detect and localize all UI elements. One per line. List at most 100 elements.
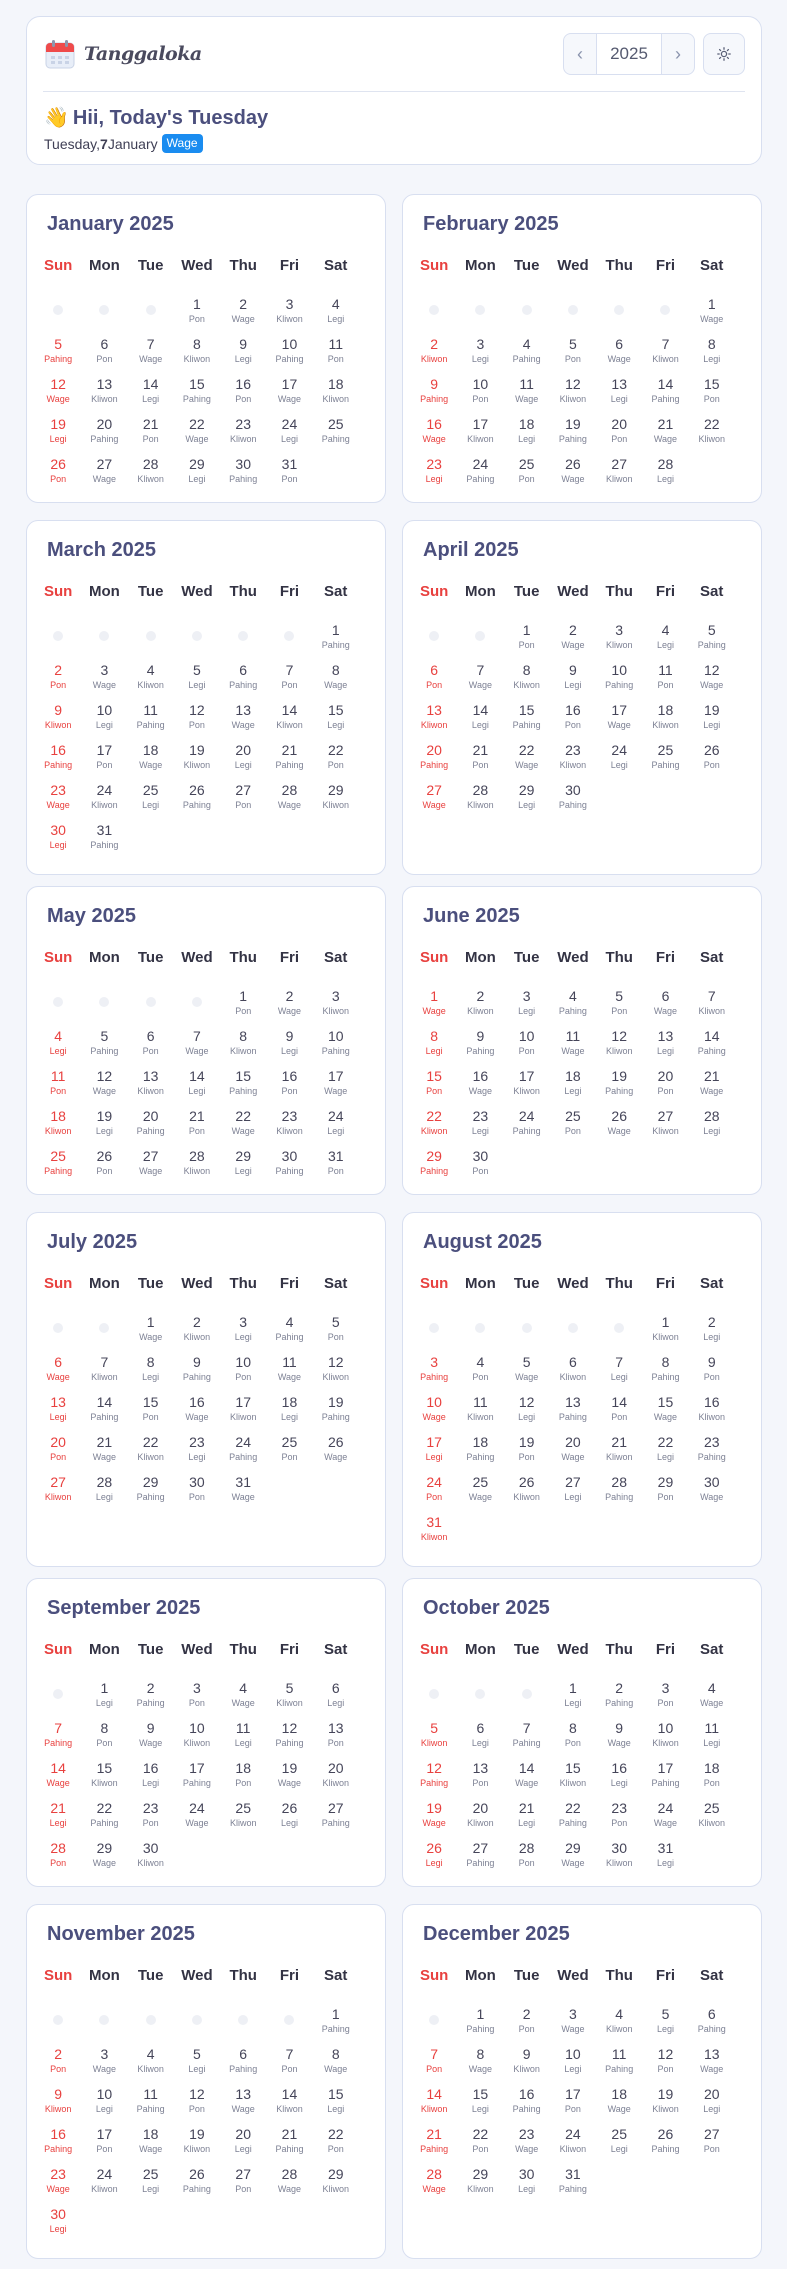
day-cell[interactable]: 18 Kliwon (35, 1107, 81, 1147)
day-cell[interactable]: 27 Kliwon (596, 455, 642, 495)
day-cell[interactable]: 14 Pon (596, 1393, 642, 1433)
day-cell[interactable]: 26 Legi (411, 1839, 457, 1879)
day-cell[interactable]: 25 Kliwon (689, 1799, 735, 1839)
day-cell[interactable]: 25 Pon (266, 1433, 312, 1473)
day-cell[interactable]: 23 Pahing (689, 1433, 735, 1473)
day-cell[interactable]: 4 Kliwon (596, 2005, 642, 2045)
day-cell[interactable]: 16 Pon (220, 375, 266, 415)
day-cell[interactable]: 8 Pon (81, 1719, 127, 1759)
day-cell[interactable]: 15 Pahing (504, 701, 550, 741)
day-cell[interactable]: 24 Pahing (220, 1433, 266, 1473)
day-cell[interactable]: 2 Pon (504, 2005, 550, 2045)
day-cell[interactable]: 13 Pahing (550, 1393, 596, 1433)
day-cell[interactable]: 29 Legi (174, 455, 220, 495)
day-cell[interactable]: 1 Pon (220, 987, 266, 1027)
day-cell[interactable]: 13 Pon (457, 1759, 503, 1799)
day-cell[interactable]: 25 Pahing (313, 415, 359, 455)
day-cell[interactable]: 4 Kliwon (128, 661, 174, 701)
day-cell[interactable]: 7 Pon (411, 2045, 457, 2085)
day-cell[interactable]: 8 Wage (313, 2045, 359, 2085)
day-cell[interactable]: 14 Legi (174, 1067, 220, 1107)
day-cell[interactable]: 14 Kliwon (266, 701, 312, 741)
day-cell[interactable]: 3 Wage (550, 2005, 596, 2045)
day-cell[interactable]: 25 Kliwon (220, 1799, 266, 1839)
day-cell[interactable]: 29 Pahing (411, 1147, 457, 1187)
day-cell[interactable]: 17 Pon (81, 2125, 127, 2165)
day-cell[interactable]: 24 Kliwon (81, 2165, 127, 2205)
day-cell[interactable]: 26 Pahing (642, 2125, 688, 2165)
day-cell[interactable]: 30 Pahing (220, 455, 266, 495)
day-cell[interactable]: 29 Kliwon (313, 781, 359, 821)
day-cell[interactable]: 26 Pon (689, 741, 735, 781)
day-cell[interactable]: 7 Pahing (35, 1719, 81, 1759)
day-cell[interactable]: 22 Pon (457, 2125, 503, 2165)
day-cell[interactable]: 21 Wage (689, 1067, 735, 1107)
day-cell[interactable]: 17 Wage (313, 1067, 359, 1107)
day-cell[interactable]: 28 Wage (266, 2165, 312, 2205)
day-cell[interactable]: 4 Legi (35, 1027, 81, 1067)
day-cell[interactable]: 9 Pon (689, 1353, 735, 1393)
day-cell[interactable]: 25 Pon (550, 1107, 596, 1147)
day-cell[interactable]: 28 Wage (411, 2165, 457, 2205)
day-cell[interactable]: 1 Pon (504, 621, 550, 661)
day-cell[interactable]: 15 Legi (457, 2085, 503, 2125)
day-cell[interactable]: 16 Wage (457, 1067, 503, 1107)
day-cell[interactable]: 13 Kliwon (81, 375, 127, 415)
day-cell[interactable]: 27 Pon (220, 2165, 266, 2205)
day-cell[interactable]: 7 Wage (174, 1027, 220, 1067)
day-cell[interactable]: 26 Pahing (174, 781, 220, 821)
day-cell[interactable]: 21 Wage (81, 1433, 127, 1473)
day-cell[interactable]: 19 Legi (81, 1107, 127, 1147)
day-cell[interactable]: 10 Pon (504, 1027, 550, 1067)
day-cell[interactable]: 27 Legi (550, 1473, 596, 1513)
day-cell[interactable]: 1 Pahing (457, 2005, 503, 2045)
day-cell[interactable]: 8 Legi (689, 335, 735, 375)
day-cell[interactable]: 20 Legi (689, 2085, 735, 2125)
day-cell[interactable]: 7 Wage (128, 335, 174, 375)
day-cell[interactable]: 26 Wage (313, 1433, 359, 1473)
day-cell[interactable]: 22 Pon (313, 2125, 359, 2165)
day-cell[interactable]: 4 Legi (313, 295, 359, 335)
day-cell[interactable]: 6 Wage (642, 987, 688, 1027)
day-cell[interactable]: 29 Legi (504, 781, 550, 821)
day-cell[interactable]: 23 Wage (35, 2165, 81, 2205)
day-cell[interactable]: 18 Legi (504, 415, 550, 455)
day-cell[interactable]: 9 Legi (220, 335, 266, 375)
day-cell[interactable]: 16 Pon (550, 701, 596, 741)
day-cell[interactable]: 9 Wage (128, 1719, 174, 1759)
day-cell[interactable]: 8 Pon (550, 1719, 596, 1759)
day-cell[interactable]: 24 Kliwon (550, 2125, 596, 2165)
day-cell[interactable]: 12 Pahing (266, 1719, 312, 1759)
day-cell[interactable]: 16 Legi (128, 1759, 174, 1799)
day-cell[interactable]: 28 Legi (81, 1473, 127, 1513)
day-cell[interactable]: 5 Wage (504, 1353, 550, 1393)
day-cell[interactable]: 8 Legi (411, 1027, 457, 1067)
day-cell[interactable]: 13 Legi (596, 375, 642, 415)
day-cell[interactable]: 16 Kliwon (689, 1393, 735, 1433)
day-cell[interactable]: 30 Legi (35, 2205, 81, 2245)
day-cell[interactable]: 22 Wage (504, 741, 550, 781)
day-cell[interactable]: 23 Kliwon (220, 415, 266, 455)
day-cell[interactable]: 12 Pon (174, 2085, 220, 2125)
day-cell[interactable]: 23 Legi (174, 1433, 220, 1473)
day-cell[interactable]: 7 Pahing (504, 1719, 550, 1759)
day-cell[interactable]: 12 Pahing (411, 1759, 457, 1799)
day-cell[interactable]: 26 Pahing (174, 2165, 220, 2205)
day-cell[interactable]: 27 Pon (689, 2125, 735, 2165)
day-cell[interactable]: 11 Legi (689, 1719, 735, 1759)
day-cell[interactable]: 19 Legi (35, 415, 81, 455)
day-cell[interactable]: 17 Pon (81, 741, 127, 781)
day-cell[interactable]: 7 Legi (596, 1353, 642, 1393)
day-cell[interactable]: 22 Wage (174, 415, 220, 455)
day-cell[interactable]: 9 Legi (550, 661, 596, 701)
day-cell[interactable]: 26 Pon (35, 455, 81, 495)
day-cell[interactable]: 7 Kliwon (689, 987, 735, 1027)
day-cell[interactable]: 4 Wage (689, 1679, 735, 1719)
day-cell[interactable]: 5 Pon (313, 1313, 359, 1353)
day-cell[interactable]: 23 Pon (596, 1799, 642, 1839)
day-cell[interactable]: 16 Pahing (35, 2125, 81, 2165)
day-cell[interactable]: 31 Pahing (81, 821, 127, 861)
day-cell[interactable]: 1 Wage (411, 987, 457, 1027)
day-cell[interactable]: 19 Kliwon (174, 2125, 220, 2165)
day-cell[interactable]: 5 Pon (550, 335, 596, 375)
